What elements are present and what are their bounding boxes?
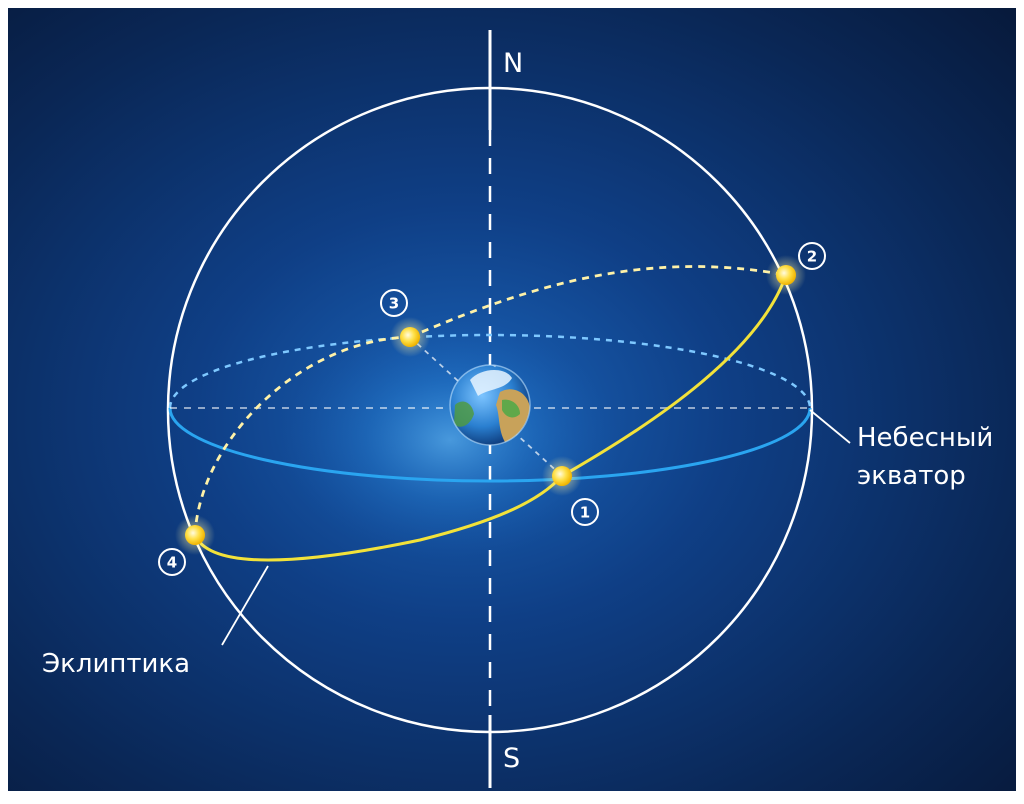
- ecliptic-label: Эклиптика: [42, 649, 190, 679]
- point-marker-2: 2: [798, 242, 826, 270]
- sun-icon: [542, 456, 582, 496]
- ecliptic-front-left: [193, 474, 564, 562]
- sun-icon: [175, 515, 215, 555]
- sun-icon: [390, 317, 430, 357]
- ecliptic-leader-line: [221, 565, 269, 646]
- equator-leader-line: [809, 409, 851, 444]
- south-label: S: [503, 743, 520, 774]
- ecliptic-back-top: [409, 265, 787, 339]
- point-marker-4: 4: [158, 548, 186, 576]
- ecliptic-front-right: [561, 274, 788, 478]
- central-glow: [280, 320, 620, 560]
- equator-label-line2: экватор: [857, 461, 966, 491]
- ecliptic-back-left: [193, 335, 411, 536]
- north-label: N: [503, 48, 523, 79]
- equator-label-line1: Небесный: [857, 423, 993, 453]
- svg-text:3: 3: [389, 295, 399, 313]
- svg-text:4: 4: [167, 554, 177, 572]
- celestial-equator-back: [168, 333, 812, 409]
- point-marker-1: 1: [571, 498, 599, 526]
- svg-text:1: 1: [580, 504, 590, 522]
- sun-icon: [766, 255, 806, 295]
- svg-text:2: 2: [807, 248, 817, 266]
- celestial-equator-front: [168, 407, 812, 483]
- point-marker-3: 3: [380, 289, 408, 317]
